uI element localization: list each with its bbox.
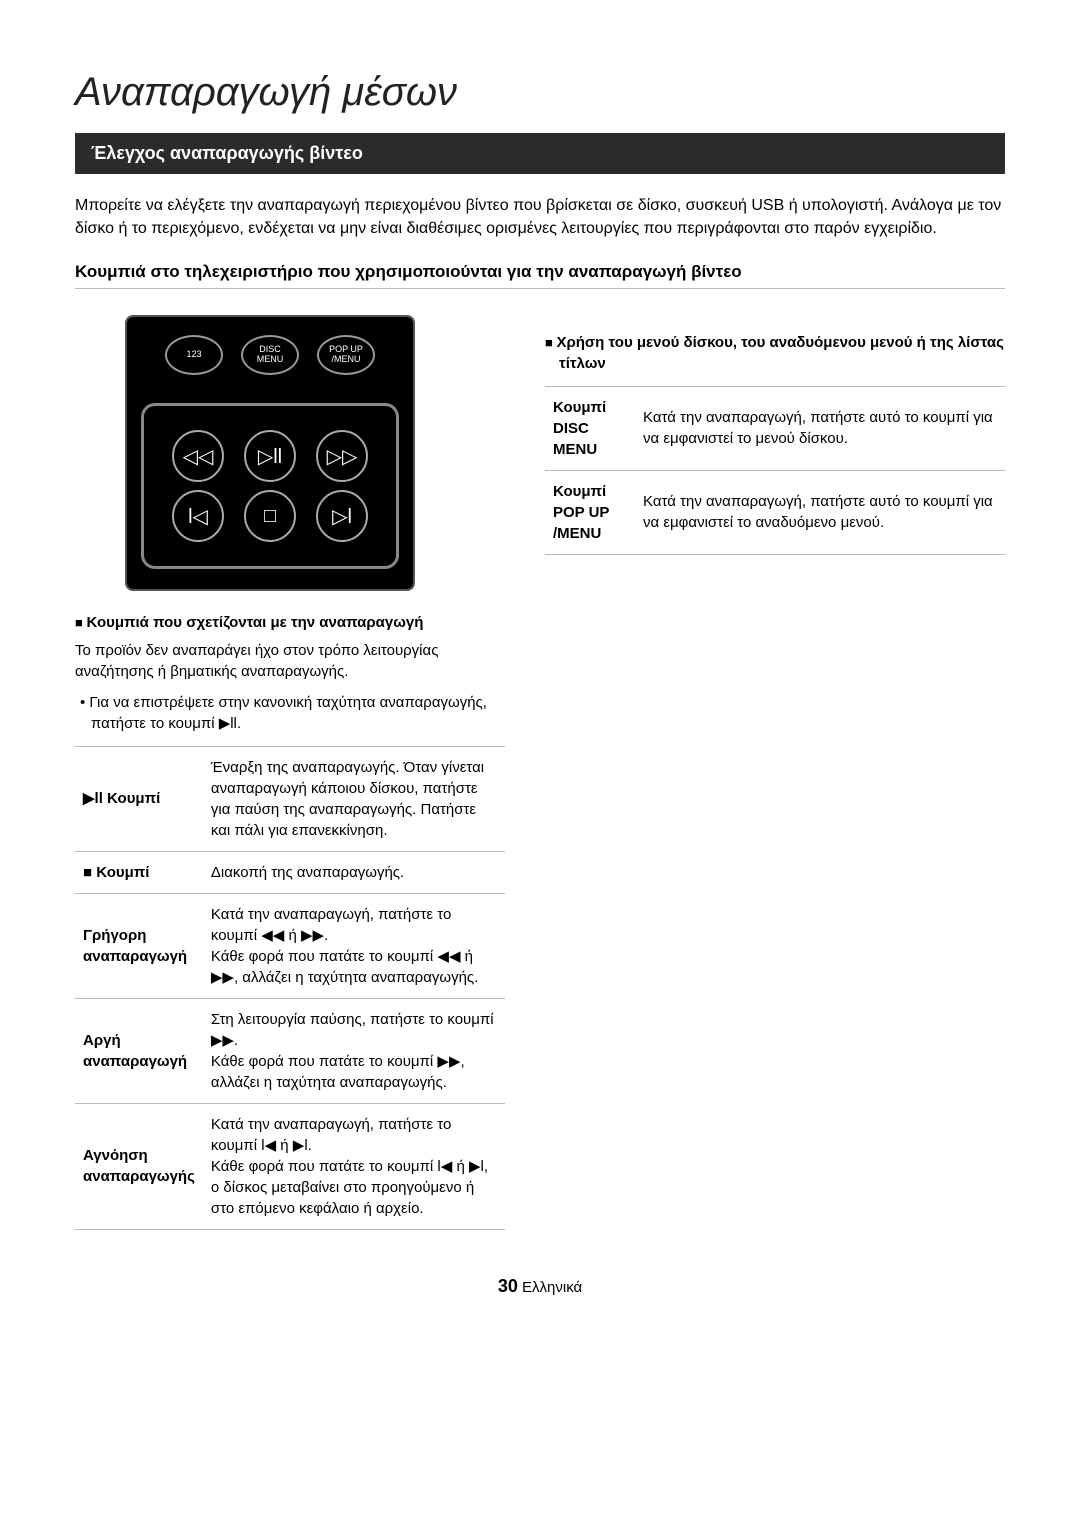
row-label: ■ Κουμπί <box>75 851 203 893</box>
right-table: Κουμπί DISC MENU Κατά την αναπαραγωγή, π… <box>545 386 1005 555</box>
stop-icon: □ <box>244 490 296 542</box>
fast-forward-icon: ▷▷ <box>316 430 368 482</box>
subtitle: Κουμπιά στο τηλεχειριστήριο που χρησιμοπ… <box>75 262 1005 289</box>
row-desc: Στη λειτουργία παύσης, πατήστε το κουμπί… <box>203 998 505 1103</box>
left-note: Το προϊόν δεν αναπαράγει ήχο στον τρόπο … <box>75 640 505 682</box>
row-label: Κουμπί DISC MENU <box>545 386 635 470</box>
page: Αναπαραγωγή μέσων Έλεγχος αναπαραγωγής β… <box>0 0 1080 1337</box>
nav-frame: ◁◁ ▷ll ▷▷ l◁ □ ▷l <box>141 403 399 569</box>
table-row: Κουμπί DISC MENU Κατά την αναπαραγωγή, π… <box>545 386 1005 470</box>
row-label: Κουμπί POP UP /MENU <box>545 470 635 554</box>
row-label: Αργή αναπαραγωγή <box>75 998 203 1103</box>
table-row: Αγνόηση αναπαραγωγής Κατά την αναπαραγωγ… <box>75 1103 505 1229</box>
section-header: Έλεγχος αναπαραγωγής βίντεο <box>75 133 1005 174</box>
remote-disc-menu-button: DISC MENU <box>241 335 299 375</box>
next-track-icon: ▷l <box>316 490 368 542</box>
play-pause-icon: ▷ll <box>244 430 296 482</box>
row-desc: Κατά την αναπαραγωγή, πατήστε αυτό το κο… <box>635 470 1005 554</box>
row-label: ▶ll Κουμπί <box>75 746 203 851</box>
row-desc: Κατά την αναπαραγωγή, πατήστε το κουμπί … <box>203 1103 505 1229</box>
page-number: 30 <box>498 1276 518 1296</box>
row-label: Αγνόηση αναπαραγωγής <box>75 1103 203 1229</box>
prev-track-icon: l◁ <box>172 490 224 542</box>
right-lead: Χρήση του μενού δίσκου, του αναδυόμενου … <box>545 333 1005 374</box>
table-row: Κουμπί POP UP /MENU Κατά την αναπαραγωγή… <box>545 470 1005 554</box>
row-desc: Διακοπή της αναπαραγωγής. <box>203 851 505 893</box>
row-desc: Κατά την αναπαραγωγή, πατήστε αυτό το κο… <box>635 386 1005 470</box>
left-bullet: Για να επιστρέψετε στην κανονική ταχύτητ… <box>75 692 505 734</box>
left-lead: Κουμπιά που σχετίζονται με την αναπαραγω… <box>75 613 505 633</box>
row-desc: Κατά την αναπαραγωγή, πατήστε το κουμπί … <box>203 893 505 998</box>
remote-top-row: 123 DISC MENU POP UP /MENU <box>127 317 413 389</box>
table-row: Αργή αναπαραγωγή Στη λειτουργία παύσης, … <box>75 998 505 1103</box>
remote-123-button: 123 <box>165 335 223 375</box>
page-footer: 30 Ελληνικά <box>75 1276 1005 1297</box>
table-row: ■ Κουμπί Διακοπή της αναπαραγωγής. <box>75 851 505 893</box>
intro-text: Μπορείτε να ελέγξετε την αναπαραγωγή περ… <box>75 194 1005 240</box>
left-table: ▶ll Κουμπί Έναρξη της αναπαραγωγής. Όταν… <box>75 746 505 1230</box>
rewind-icon: ◁◁ <box>172 430 224 482</box>
remote-nav-area: ◁◁ ▷ll ▷▷ l◁ □ ▷l <box>127 389 413 589</box>
row-desc: Έναρξη της αναπαραγωγής. Όταν γίνεται αν… <box>203 746 505 851</box>
left-column: 123 DISC MENU POP UP /MENU ◁◁ ▷ll ▷▷ l◁ … <box>75 315 505 1229</box>
page-title: Αναπαραγωγή μέσων <box>75 70 1005 115</box>
columns: 123 DISC MENU POP UP /MENU ◁◁ ▷ll ▷▷ l◁ … <box>75 315 1005 1229</box>
table-row: ▶ll Κουμπί Έναρξη της αναπαραγωγής. Όταν… <box>75 746 505 851</box>
remote-popup-button: POP UP /MENU <box>317 335 375 375</box>
remote-diagram: 123 DISC MENU POP UP /MENU ◁◁ ▷ll ▷▷ l◁ … <box>125 315 415 591</box>
row-label: Γρήγορη αναπαραγωγή <box>75 893 203 998</box>
table-row: Γρήγορη αναπαραγωγή Κατά την αναπαραγωγή… <box>75 893 505 998</box>
right-column: Χρήση του μενού δίσκου, του αναδυόμενου … <box>545 315 1005 1229</box>
page-language: Ελληνικά <box>522 1279 582 1296</box>
